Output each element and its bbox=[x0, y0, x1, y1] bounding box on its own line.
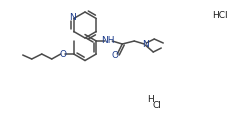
Text: N: N bbox=[142, 40, 149, 49]
Text: O: O bbox=[60, 50, 67, 58]
Text: Cl: Cl bbox=[152, 102, 162, 110]
Text: NH: NH bbox=[102, 35, 115, 45]
Text: N: N bbox=[69, 13, 76, 22]
Text: O: O bbox=[112, 51, 119, 60]
Text: HCl: HCl bbox=[212, 12, 228, 20]
Text: H: H bbox=[147, 95, 153, 104]
